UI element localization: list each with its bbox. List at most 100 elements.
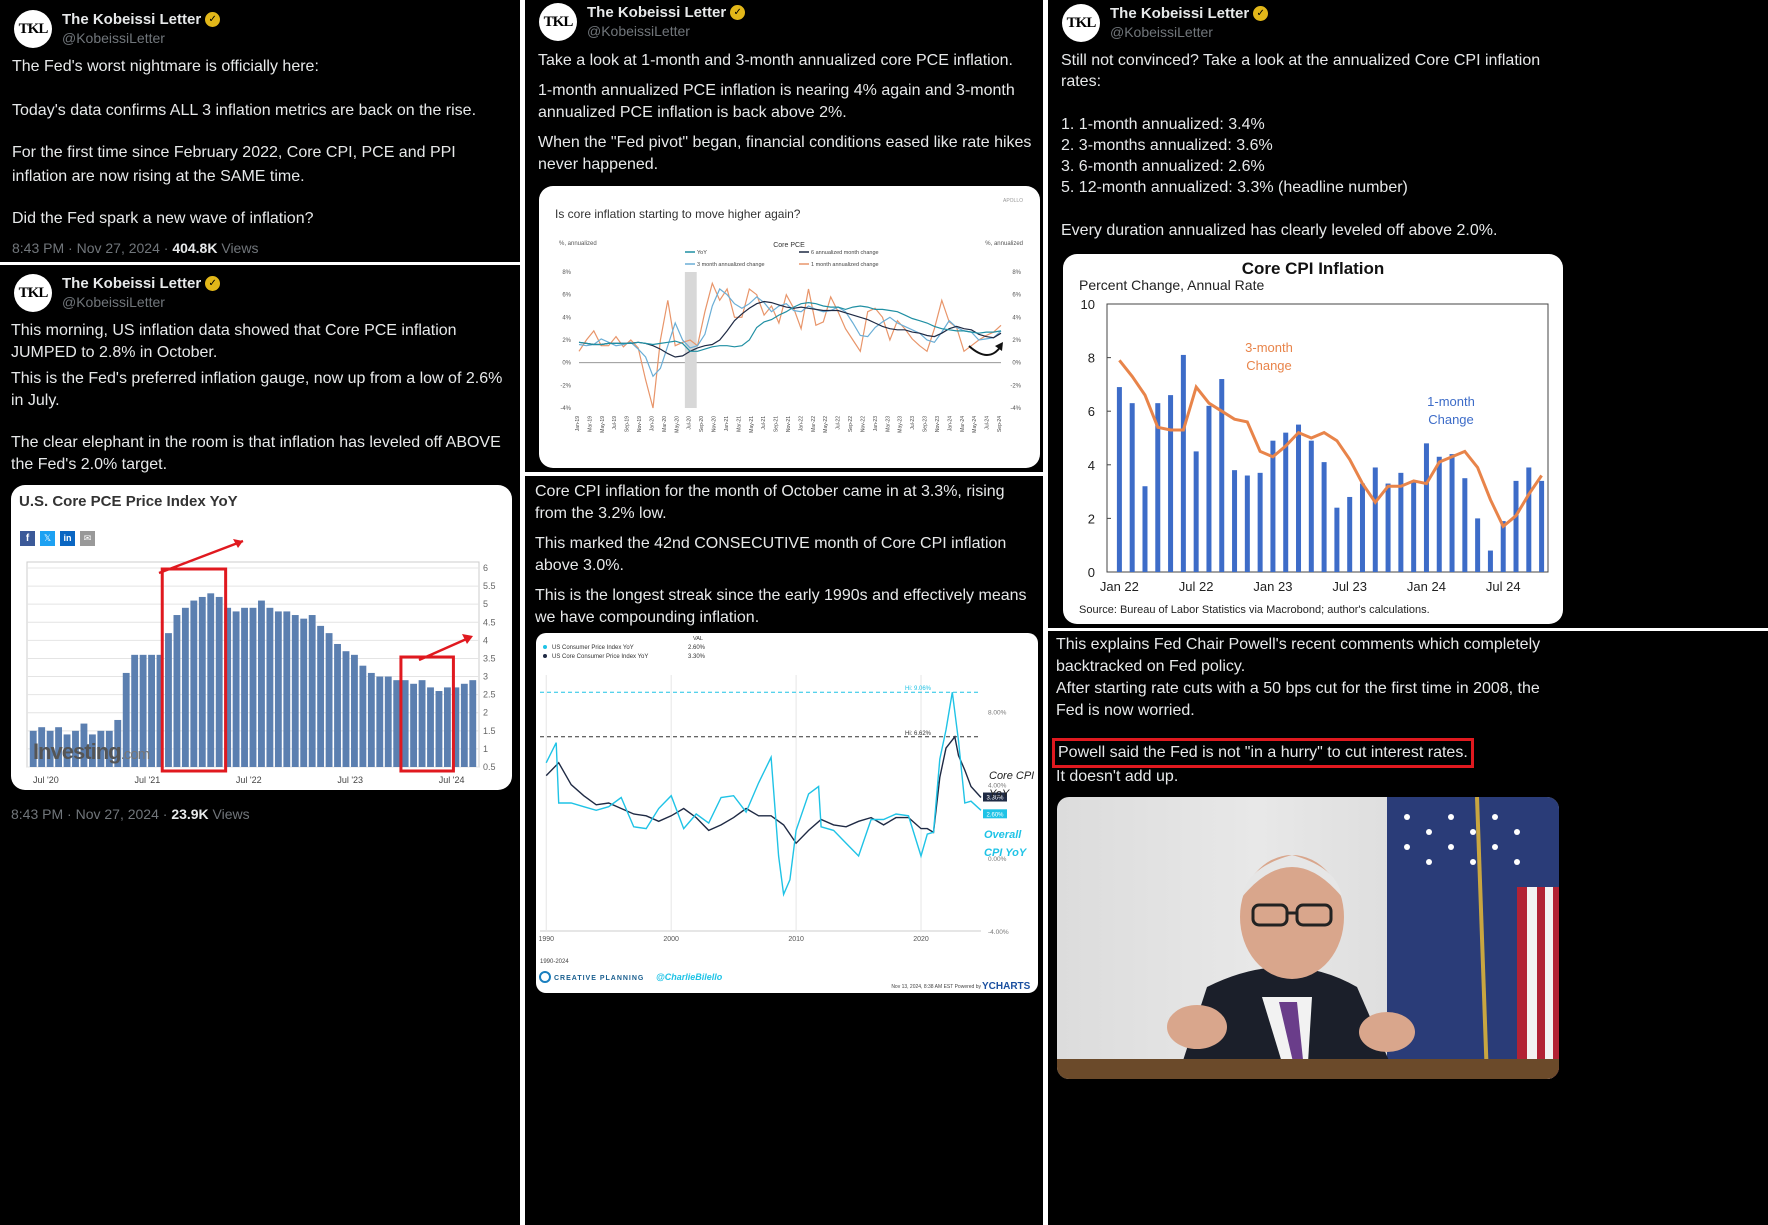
x-tick-label: Jul-19 xyxy=(612,416,618,430)
one-month-bar xyxy=(1270,440,1276,572)
tweet-4[interactable]: Core CPI inflation for the month of Octo… xyxy=(525,476,1043,1225)
apollo-chart-card[interactable]: Is core inflation starting to move highe… xyxy=(539,186,1040,468)
x-tick-label: Jan-20 xyxy=(649,416,655,432)
tweet-text: Core CPI inflation for the month of Octo… xyxy=(535,481,1040,637)
author-handle[interactable]: @KobeissiLetter xyxy=(62,294,165,310)
avatar[interactable]: TKL xyxy=(539,3,577,41)
divider-h2 xyxy=(525,472,1043,476)
ycharts-card[interactable]: VAL US Consumer Price Index YoY 2.60% US Co… xyxy=(536,633,1038,993)
author-name[interactable]: The Kobeissi Letter xyxy=(587,4,727,21)
y-tick-label: -2% xyxy=(560,383,571,389)
avatar[interactable]: TKL xyxy=(1062,4,1100,42)
pce-bar xyxy=(122,672,130,767)
pce-bar xyxy=(317,625,325,767)
y-tick-label: 5 xyxy=(483,599,488,609)
tweet-header: TKL The Kobeissi Letter ✓ @KobeissiLetter xyxy=(14,10,221,50)
timestamp[interactable]: 8:43 PM · Nov 27, 2024 · xyxy=(12,240,173,256)
one-month-bar xyxy=(1244,475,1250,572)
label-3m: Change xyxy=(1246,358,1292,373)
footer-ycharts: YCHARTS xyxy=(982,981,1031,992)
y-tick-label: 4.00% xyxy=(988,783,1007,790)
tweet-3[interactable]: TKL The Kobeissi Letter ✓ @KobeissiLetter… xyxy=(525,0,1043,472)
one-month-bar xyxy=(1436,456,1442,572)
y-tick-label: 6 xyxy=(1088,404,1095,419)
investing-watermark: Investing.com xyxy=(33,739,150,764)
pce-bar xyxy=(139,654,147,767)
red-arrow-head xyxy=(462,634,473,644)
tweet-5[interactable]: TKL The Kobeissi Letter ✓ @KobeissiLetter… xyxy=(1048,0,1768,628)
author-name[interactable]: The Kobeissi Letter xyxy=(62,11,202,28)
y-tick-label: 0% xyxy=(562,361,571,367)
pce-chart-card[interactable]: U.S. Core PCE Price Index YoY f 𝕏 in ✉ 6… xyxy=(11,485,512,790)
facebook-icon[interactable]: f xyxy=(20,531,35,546)
x-tick-label: Sep-23 xyxy=(923,416,929,432)
y-tick-label-right: 6% xyxy=(1012,293,1021,299)
reference-label: Hi: 9.06% xyxy=(905,686,932,692)
pce-bar xyxy=(232,611,240,767)
avatar[interactable]: TKL xyxy=(14,10,52,48)
tweet-6[interactable]: This explains Fed Chair Powell's recent … xyxy=(1048,631,1768,1225)
photo-illustration xyxy=(1057,797,1559,1079)
y-tick-label: 0.00% xyxy=(988,856,1007,863)
end-label-text: 2.60% xyxy=(986,812,1004,818)
one-month-bar xyxy=(1411,480,1417,572)
author-name[interactable]: The Kobeissi Letter xyxy=(1110,5,1250,22)
footer-handle: @CharlieBilello xyxy=(656,972,723,982)
pce-bar xyxy=(207,593,215,767)
timestamp[interactable]: 8:43 PM · Nov 27, 2024 · xyxy=(11,806,172,822)
y-tick-label: 3 xyxy=(483,672,488,682)
x-tick-label: Nov-22 xyxy=(860,416,866,432)
x-tick-label: Nov-19 xyxy=(637,416,643,432)
x-tick-label: Mar-19 xyxy=(587,416,593,432)
legend-header: VAL xyxy=(693,636,703,642)
tweet-line: For the first time since February 2022, … xyxy=(12,144,456,185)
avatar[interactable]: TKL xyxy=(14,274,52,312)
tweet-line: The Fed's worst nightmare is officially … xyxy=(12,58,319,75)
tweet-1[interactable]: TKL The Kobeissi Letter ✓ @KobeissiLetter… xyxy=(0,0,520,262)
y-tick-label: 8.00% xyxy=(988,710,1007,717)
pce-bar xyxy=(359,665,367,767)
one-month-bar xyxy=(1180,354,1186,572)
powell-photo[interactable] xyxy=(1057,797,1559,1079)
legend-label: YoY xyxy=(697,250,707,256)
core-cpi-card[interactable]: Core CPI Inflation Percent Change, Annual… xyxy=(1063,254,1563,624)
pce-bar xyxy=(266,607,274,767)
apollo-line-chart: Is core inflation starting to move highe… xyxy=(555,198,1023,433)
x-tick-label: May-21 xyxy=(749,416,755,433)
pce-bar xyxy=(393,680,401,767)
divider-h1 xyxy=(0,262,520,265)
tweet-2[interactable]: TKL The Kobeissi Letter ✓ @KobeissiLetter… xyxy=(0,265,520,1225)
x-tick-label: Jul 24 xyxy=(1486,579,1521,594)
x-tick-label: Jan-19 xyxy=(575,416,581,432)
x-icon[interactable]: 𝕏 xyxy=(40,531,55,546)
author-name[interactable]: The Kobeissi Letter xyxy=(62,275,202,292)
ycharts-line-chart: VAL US Consumer Price Index YoY 2.60% US Co… xyxy=(538,636,1034,992)
pce-bar xyxy=(469,680,477,767)
x-tick-label: Jan-23 xyxy=(873,416,879,432)
author-handle[interactable]: @KobeissiLetter xyxy=(587,23,690,39)
x-tick-label: Sep-19 xyxy=(625,416,631,432)
email-icon[interactable]: ✉ xyxy=(80,531,95,546)
black-arrow-head xyxy=(995,342,1003,351)
chart-title: U.S. Core PCE Price Index YoY xyxy=(19,493,238,510)
one-month-bar xyxy=(1193,451,1199,572)
author-handle[interactable]: @KobeissiLetter xyxy=(62,30,165,46)
legend-dot xyxy=(543,645,547,649)
pce-bar xyxy=(88,734,96,767)
one-month-bar xyxy=(1500,521,1506,572)
linkedin-icon[interactable]: in xyxy=(60,531,75,546)
highlighted-quote: Powell said the Fed is not "in a hurry" … xyxy=(1052,738,1474,768)
x-tick-label: Jan-21 xyxy=(724,416,730,432)
chart-title: Core CPI Inflation xyxy=(1242,259,1385,278)
x-tick-label: 2020 xyxy=(913,936,929,943)
pce-bar xyxy=(215,596,223,767)
x-tick-label: 2010 xyxy=(788,936,804,943)
verified-badge-icon: ✓ xyxy=(205,276,221,291)
author-handle[interactable]: @KobeissiLetter xyxy=(1110,24,1213,40)
tweet-line: The clear elephant in the room is that i… xyxy=(11,434,501,473)
legend-dot xyxy=(543,654,547,658)
y-tick-label: 2 xyxy=(1088,511,1095,526)
y-tick-label: 2.5 xyxy=(483,690,496,700)
annotation-core: YoY xyxy=(989,788,1010,800)
x-tick-label: Jan 24 xyxy=(1407,579,1446,594)
